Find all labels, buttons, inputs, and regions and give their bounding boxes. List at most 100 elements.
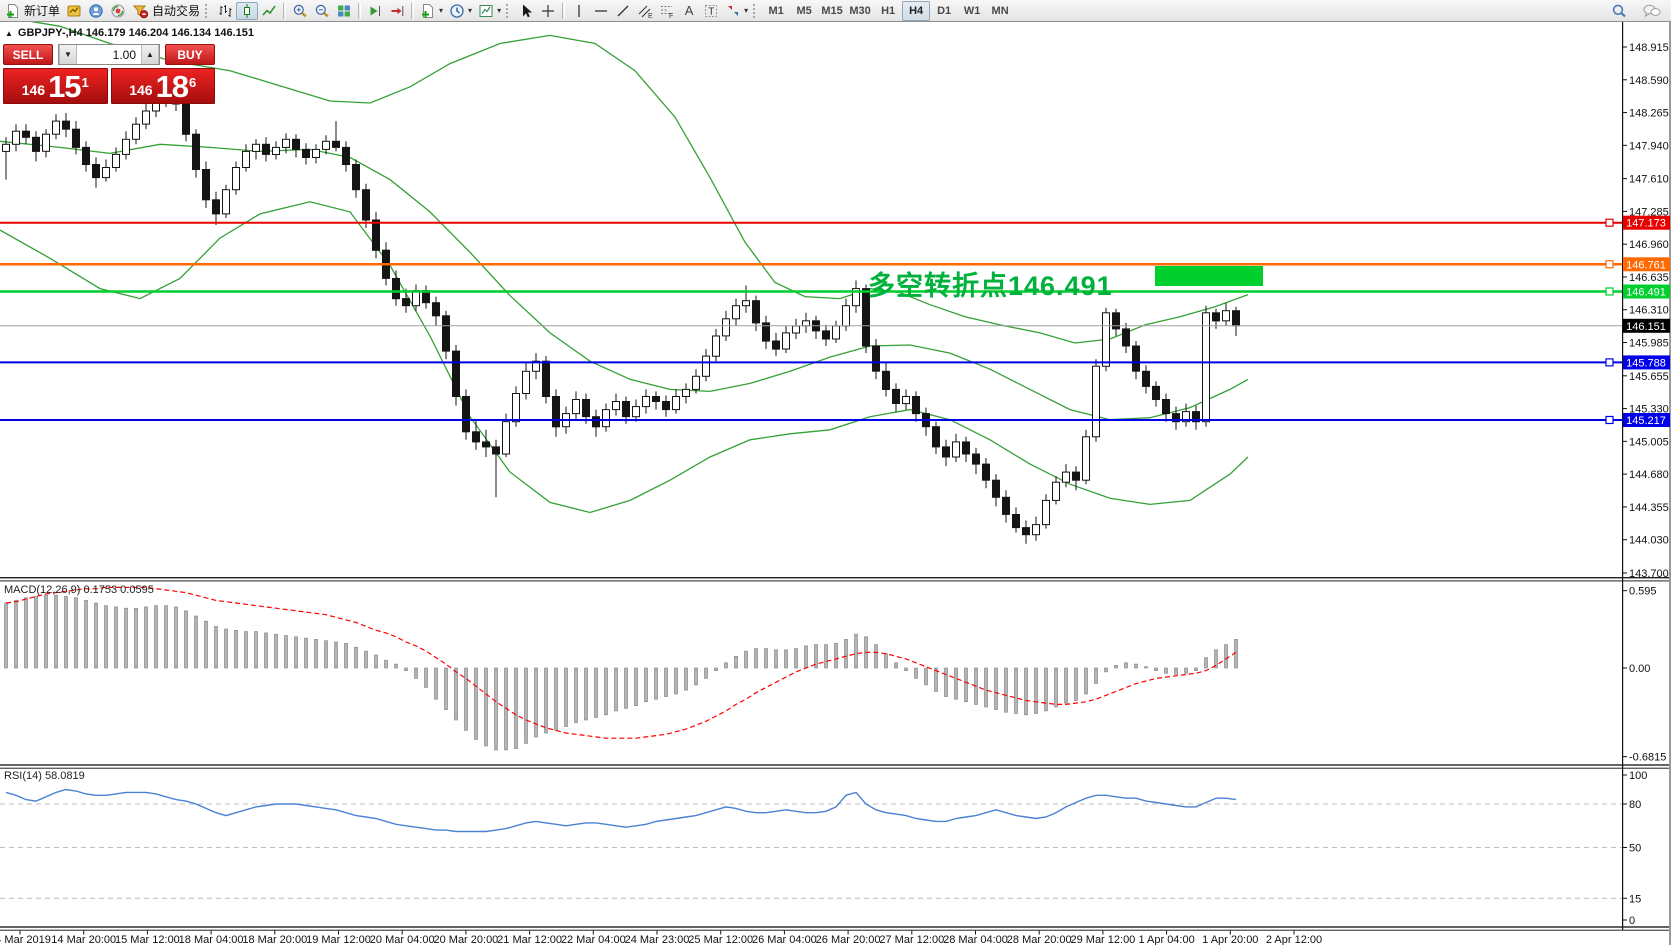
chart-shift-button[interactable] — [386, 2, 408, 20]
ask-price-panel[interactable]: 146 18 6 — [110, 68, 215, 104]
axis-label: -0.6815 — [1629, 752, 1666, 764]
axis-label: 144.355 — [1629, 502, 1669, 514]
timeframe-button-h4[interactable]: H4 — [902, 0, 931, 21]
line-endpoint-marker[interactable] — [1605, 287, 1614, 296]
toolbar-grip[interactable] — [506, 3, 513, 18]
timeframe-button-w1[interactable]: W1 — [963, 4, 981, 17]
candle-body — [352, 164, 360, 191]
candle-body — [962, 441, 970, 455]
collapse-quote-panel-icon[interactable]: ▲ — [5, 28, 13, 38]
axis-label: 15 — [1629, 893, 1641, 905]
axis-label: 147.610 — [1629, 174, 1669, 186]
timeframe-button-d1[interactable]: D1 — [937, 4, 952, 17]
line-endpoint-marker[interactable] — [1605, 260, 1614, 269]
periods-button[interactable]: ▾ — [446, 2, 475, 20]
candle-body — [1042, 499, 1050, 526]
bar-chart-button[interactable] — [214, 2, 236, 20]
timeframe-toolbar: M1 M5 M15 M30 H1 H4 D1 W1 MN — [762, 0, 1014, 21]
axis-label: 146.635 — [1629, 272, 1669, 284]
text-button[interactable]: A — [678, 2, 700, 20]
candle-body — [782, 332, 790, 350]
macd-histogram-bar — [694, 667, 698, 686]
panel-separator[interactable] — [0, 926, 1671, 928]
macd-histogram-bar — [934, 667, 938, 692]
candle-body — [112, 153, 120, 168]
timeframe-button-h1[interactable]: H1 — [881, 4, 896, 17]
macd-histogram-bar — [634, 667, 638, 707]
zoom-out-button[interactable] — [311, 2, 333, 20]
chat-button[interactable] — [1639, 2, 1665, 20]
panel-separator[interactable] — [0, 764, 1671, 766]
indicators-icon — [420, 3, 436, 19]
search-button[interactable] — [1608, 2, 1631, 20]
crosshair-button[interactable] — [537, 2, 559, 20]
macd-histogram-bar — [604, 667, 608, 716]
line-endpoint-marker[interactable] — [1605, 358, 1614, 367]
candle-body — [492, 446, 500, 455]
macd-histogram-bar — [244, 631, 248, 669]
macd-histogram-bar — [1184, 667, 1188, 674]
trendline-button[interactable] — [612, 2, 634, 20]
navigator-button[interactable] — [85, 2, 107, 20]
axis-label: 145.005 — [1629, 436, 1669, 448]
macd-histogram-bar — [354, 646, 358, 669]
panel-separator[interactable] — [0, 577, 1671, 579]
market-watch-button[interactable] — [63, 2, 85, 20]
macd-histogram-bar — [154, 605, 158, 669]
cursor-button[interactable] — [515, 2, 537, 20]
terminal-button[interactable] — [107, 2, 129, 20]
timeframe-button-m30[interactable]: M30 — [849, 4, 871, 17]
tile-windows-button[interactable] — [333, 2, 355, 20]
bollinger-upper-band — [0, 15, 1249, 344]
highlight-rectangle[interactable] — [1155, 266, 1263, 286]
time-label: 20 Mar 04:00 — [370, 934, 435, 945]
candle-body — [122, 138, 130, 155]
arrows-button[interactable]: ▾ — [722, 2, 751, 20]
macd-histogram-bar — [264, 632, 268, 669]
auto-scroll-button[interactable] — [364, 2, 386, 20]
templates-button[interactable]: ▾ — [475, 2, 504, 20]
macd-histogram-bar — [774, 649, 778, 669]
timeframe-button-m1[interactable]: M1 — [768, 4, 784, 17]
zoom-in-button[interactable] — [289, 2, 311, 20]
horizontal-line-button[interactable] — [590, 2, 612, 20]
candle-body — [482, 441, 490, 448]
toolbar-grip[interactable] — [205, 3, 212, 18]
line-chart-button[interactable] — [258, 2, 280, 20]
fibonacci-button[interactable]: F — [656, 2, 678, 20]
panel-separator[interactable] — [0, 929, 1671, 931]
timeframe-button-m15[interactable]: M15 — [821, 4, 843, 17]
volume-decrease-button[interactable]: ▼ — [59, 45, 77, 64]
svg-text:T: T — [708, 6, 714, 17]
text-label-button[interactable]: T — [700, 2, 722, 20]
timeframe-button-mn[interactable]: MN — [991, 4, 1009, 17]
macd-histogram-bar — [654, 667, 658, 700]
time-label: 18 Mar 20:00 — [242, 934, 307, 945]
axis-label: 145.330 — [1629, 404, 1669, 416]
candle-body — [1232, 310, 1240, 327]
candle-body — [372, 219, 380, 251]
volume-input[interactable]: 1.00 — [112, 47, 136, 62]
equidistant-channel-button[interactable]: E — [634, 2, 656, 20]
bid-price-panel[interactable]: 146 15 1 — [3, 68, 108, 104]
axis-label: 0.00 — [1629, 663, 1650, 675]
toolbar-grip[interactable] — [753, 3, 760, 18]
panel-separator[interactable] — [0, 580, 1671, 582]
panel-separator[interactable] — [0, 767, 1671, 769]
line-endpoint-marker[interactable] — [1605, 218, 1614, 227]
macd-histogram-bar — [524, 667, 528, 744]
indicators-button[interactable]: ▾ — [417, 2, 446, 20]
timeframe-button-m5[interactable]: M5 — [796, 4, 812, 17]
buy-button[interactable]: BUY — [165, 44, 215, 65]
candlestick-chart-button[interactable] — [236, 1, 259, 20]
new-order-button[interactable]: 新订单 — [2, 2, 63, 20]
vertical-line-button[interactable] — [568, 2, 590, 20]
autotrading-button[interactable]: 自动交易 — [129, 2, 203, 20]
sell-button[interactable]: SELL — [3, 44, 53, 65]
turning-point-annotation[interactable]: 多空转折点146.491 — [868, 271, 1113, 301]
macd-histogram-bar — [1164, 667, 1168, 674]
line-endpoint-marker[interactable] — [1605, 415, 1614, 425]
volume-increase-button[interactable]: ▲ — [141, 45, 159, 64]
